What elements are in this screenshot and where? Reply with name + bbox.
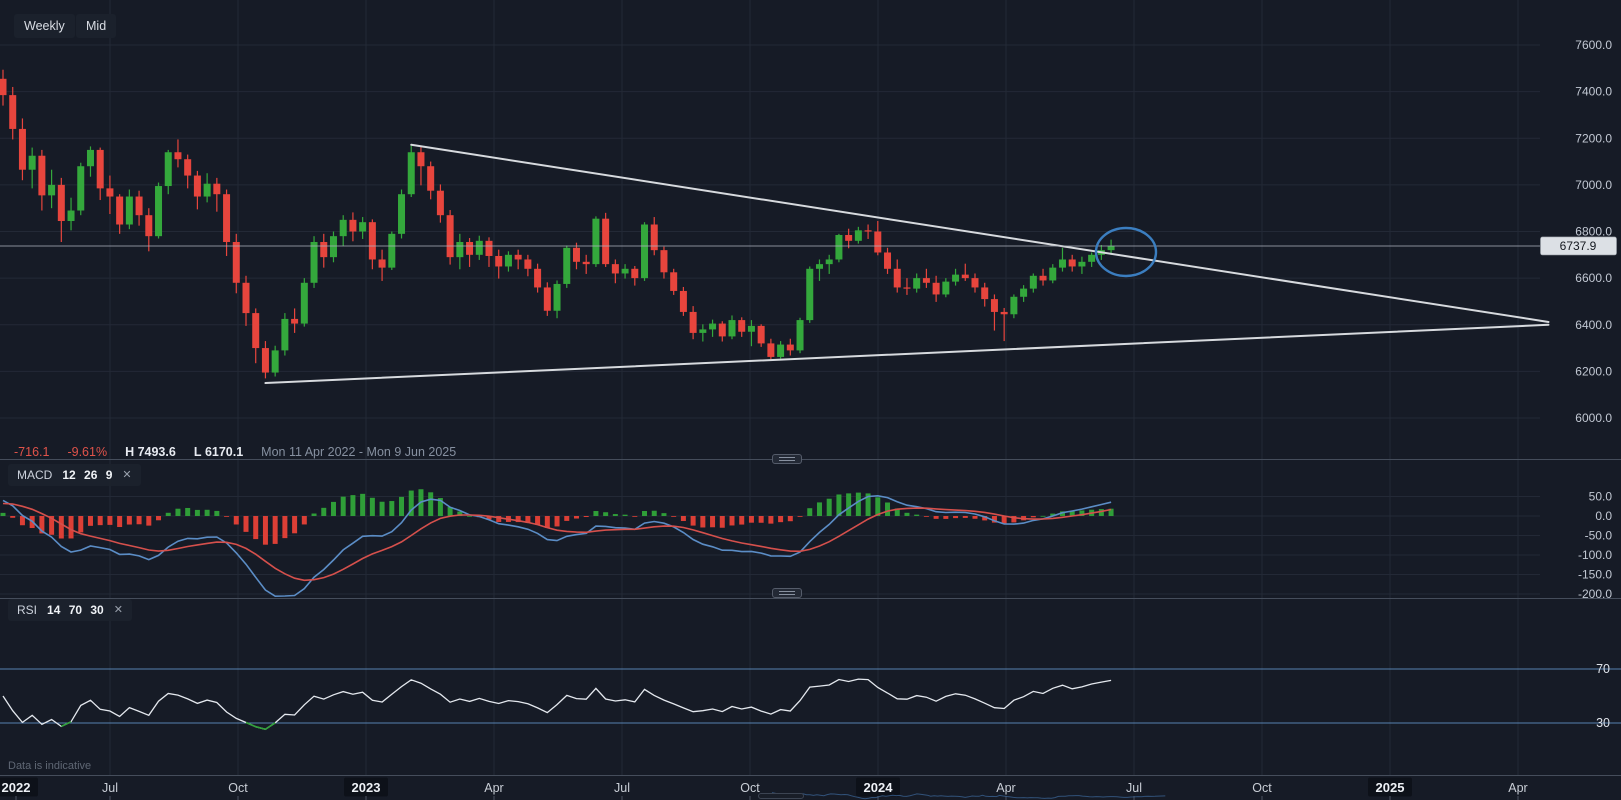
svg-text:6200.0: 6200.0 (1575, 364, 1612, 378)
svg-text:6000.0: 6000.0 (1575, 411, 1612, 425)
svg-text:Jul: Jul (614, 781, 630, 795)
trendlines[interactable] (264, 143, 1550, 385)
breakout-circle-annotation[interactable] (1094, 226, 1158, 278)
svg-text:70: 70 (1596, 662, 1610, 676)
rsi-name: RSI (17, 603, 38, 617)
svg-text:Oct: Oct (228, 781, 248, 795)
svg-text:6737.9: 6737.9 (1560, 239, 1597, 253)
svg-text:-50.0: -50.0 (1585, 529, 1613, 543)
svg-text:Oct: Oct (740, 781, 760, 795)
svg-text:Jul: Jul (102, 781, 118, 795)
rsi-line (2, 678, 1112, 731)
svg-text:6400.0: 6400.0 (1575, 318, 1612, 332)
rsi-pane-resize-handle[interactable] (772, 588, 802, 598)
upper-resistance (410, 143, 1550, 323)
gridlines (0, 0, 1621, 776)
rsi-legend[interactable]: RSI 14 70 30 ✕ (8, 599, 132, 621)
macd-line (2, 494, 1112, 598)
current-price-tag: 6737.9 (1540, 236, 1617, 256)
rsi-params: 14 70 30 (47, 603, 104, 617)
svg-text:-100.0: -100.0 (1578, 548, 1612, 562)
price-axis[interactable] (1540, 0, 1621, 775)
svg-text:7200.0: 7200.0 (1575, 131, 1612, 145)
svg-text:0.0: 0.0 (1595, 509, 1612, 523)
svg-text:Apr: Apr (484, 781, 503, 795)
macd-signal-line (2, 502, 1112, 582)
svg-text:2022: 2022 (2, 780, 31, 795)
macd-pane (0, 489, 1114, 598)
period-low: L 6170.1 (193, 445, 244, 459)
svg-text:6800.0: 6800.0 (1575, 225, 1612, 239)
svg-text:2024: 2024 (864, 780, 894, 795)
rsi-remove-icon[interactable]: ✕ (113, 603, 123, 616)
instrument-status-bar: -716.1 -9.61% H 7493.6 L 6170.1 Mon 11 A… (14, 445, 456, 459)
time-axis-labels: 2022 Jul Oct 2023 Apr Jul Oct 2024 Apr Jul Oct 2025… (0, 777, 1528, 800)
svg-text:Apr: Apr (1508, 781, 1527, 795)
lower-support (264, 323, 1550, 385)
macd-remove-icon[interactable]: ✕ (122, 468, 132, 481)
timeline-scrollbar-handle[interactable] (758, 793, 804, 799)
svg-text:2025: 2025 (1376, 780, 1405, 795)
svg-text:7600.0: 7600.0 (1575, 38, 1612, 52)
period-high: H 7493.6 (125, 445, 176, 459)
macd-pane-resize-handle[interactable] (772, 454, 802, 464)
svg-text:2023: 2023 (352, 780, 381, 795)
svg-text:6600.0: 6600.0 (1575, 271, 1612, 285)
svg-text:7400.0: 7400.0 (1575, 85, 1612, 99)
timeframe-button[interactable]: Weekly (14, 14, 75, 38)
date-range: Mon 11 Apr 2022 - Mon 9 Jun 2025 (261, 445, 457, 459)
svg-text:50.0: 50.0 (1589, 490, 1613, 504)
svg-text:7000.0: 7000.0 (1575, 178, 1612, 192)
macd-legend[interactable]: MACD 12 26 9 ✕ (8, 464, 141, 486)
timeline-minimap-preview (771, 792, 1166, 800)
candles-layer (0, 69, 1115, 379)
macd-name: MACD (17, 468, 53, 482)
svg-text:30: 30 (1596, 716, 1610, 730)
svg-text:Jul: Jul (1126, 781, 1142, 795)
macd-params: 12 26 9 (62, 468, 113, 482)
price-change-pct: -9.61% (67, 445, 108, 459)
price-change: -716.1 (14, 445, 50, 459)
rsi-pane (2, 678, 1112, 731)
svg-text:Oct: Oct (1252, 781, 1272, 795)
svg-text:Apr: Apr (996, 781, 1015, 795)
data-disclaimer: Data is indicative (8, 760, 92, 772)
svg-text:-150.0: -150.0 (1578, 568, 1612, 582)
svg-text:-200.0: -200.0 (1578, 587, 1612, 601)
time-axis[interactable] (0, 776, 1621, 800)
price-axis-labels: 7600.0 7400.0 7200.0 7000.0 6800.0 6600.0 6400… (1575, 38, 1612, 730)
price-type-button[interactable]: Mid (76, 14, 117, 38)
